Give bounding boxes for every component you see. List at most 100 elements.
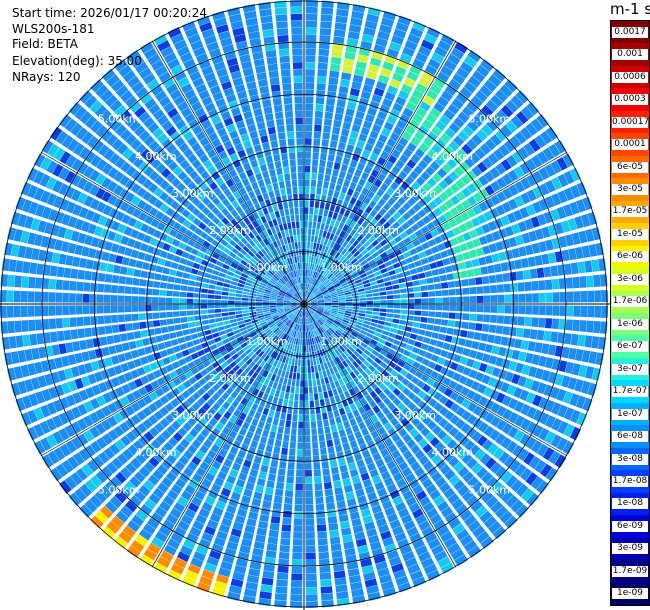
range-gate-cell <box>501 395 512 407</box>
range-gate-cell <box>308 379 313 387</box>
range-gate-cell <box>382 256 390 263</box>
range-gate-cell <box>191 439 202 449</box>
range-gate-cell <box>380 300 387 304</box>
range-gate-cell <box>203 373 213 382</box>
range-gate-cell <box>353 117 363 126</box>
range-gate-cell <box>110 284 119 294</box>
range-gate-cell <box>549 208 560 222</box>
range-gate-cell <box>120 362 130 373</box>
range-gate-cell <box>315 496 324 505</box>
range-gate-cell <box>526 101 540 116</box>
range-gate-cell <box>315 357 320 365</box>
range-gate-cell <box>417 400 427 410</box>
range-gate-cell <box>21 320 29 332</box>
range-gate-cell <box>329 417 336 426</box>
range-gate-cell <box>440 349 449 358</box>
range-gate-cell <box>454 215 464 225</box>
range-gate-cell <box>417 411 427 421</box>
range-gate-cell <box>505 100 519 113</box>
range-gate-cell <box>343 315 351 319</box>
range-gate-cell <box>484 184 495 196</box>
range-gate-cell <box>456 234 465 244</box>
range-gate-cell <box>243 437 252 446</box>
range-gate-cell <box>399 231 408 240</box>
range-gate-cell <box>435 120 447 132</box>
range-gate-cell <box>359 273 367 279</box>
range-gate-cell <box>253 455 262 464</box>
range-gate-cell <box>433 519 446 531</box>
range-gate-cell <box>186 304 194 310</box>
range-gate-cell <box>290 301 297 304</box>
range-gate-cell <box>479 143 491 155</box>
range-gate-cell <box>262 370 269 378</box>
range-gate-cell <box>111 324 120 334</box>
range-gate-cell <box>309 352 313 359</box>
range-gate-cell <box>299 317 302 325</box>
range-gate-cell <box>304 255 307 263</box>
range-gate-cell <box>295 483 303 491</box>
range-gate-cell <box>166 453 177 465</box>
range-gate-cell <box>349 220 357 229</box>
range-gate-cell <box>317 298 325 301</box>
range-gate-cell <box>332 358 339 366</box>
range-gate-cell <box>449 414 460 425</box>
range-gate-cell <box>532 394 543 407</box>
range-gate-cell <box>250 290 257 294</box>
range-gate-cell <box>283 301 290 304</box>
range-gate-cell <box>426 89 439 101</box>
range-gate-cell <box>361 564 374 574</box>
range-gate-cell <box>366 307 373 311</box>
range-gate-cell <box>304 207 309 214</box>
range-gate-cell <box>545 180 556 193</box>
range-gate-cell <box>369 541 382 551</box>
range-gate-cell <box>514 234 524 246</box>
range-gate-cell <box>330 218 336 227</box>
range-gate-cell <box>318 544 329 553</box>
range-gate-cell <box>269 300 277 303</box>
range-gate-cell <box>371 318 379 324</box>
range-gate-cell <box>250 316 258 321</box>
range-gate-cell <box>40 404 51 418</box>
range-gate-cell <box>466 208 476 219</box>
range-gate-cell <box>267 473 276 482</box>
range-gate-cell <box>299 387 304 394</box>
range-gate-cell <box>249 309 256 313</box>
range-gate-cell <box>309 316 314 323</box>
range-gate-cell <box>214 438 224 448</box>
range-gate-cell <box>351 175 360 184</box>
range-gate-cell <box>310 414 316 422</box>
range-gate-cell <box>437 556 451 568</box>
range-gate-cell <box>285 319 291 326</box>
range-gate-cell <box>313 214 318 222</box>
range-gate-cell <box>475 505 488 518</box>
range-gate-cell <box>316 222 321 230</box>
range-gate-cell <box>309 308 316 313</box>
range-gate-cell <box>439 464 451 475</box>
range-gate-cell <box>401 131 413 141</box>
range-gate-cell <box>61 382 71 395</box>
range-gate-cell <box>256 405 264 414</box>
range-gate-cell <box>387 402 396 411</box>
range-gate-cell <box>130 457 142 470</box>
range-gate-cell <box>310 242 314 250</box>
range-gate-cell <box>389 466 400 476</box>
range-gate-cell <box>383 121 394 131</box>
range-gate-cell <box>350 581 363 591</box>
range-gate-cell <box>40 235 50 248</box>
range-gate-cell <box>309 393 314 401</box>
range-gate-cell <box>125 418 136 429</box>
range-gate-cell <box>29 333 38 346</box>
range-gate-cell <box>214 290 222 295</box>
range-gate-cell <box>406 242 415 250</box>
range-gate-cell <box>331 278 338 284</box>
range-gate-cell <box>229 446 239 456</box>
range-gate-cell <box>268 332 275 338</box>
range-gate-cell <box>131 514 145 527</box>
range-gate-cell <box>364 456 374 465</box>
range-gate-cell <box>144 346 153 355</box>
range-gate-cell <box>142 406 153 417</box>
range-gate-cell <box>442 304 450 311</box>
range-gate-cell <box>310 306 318 309</box>
range-gate-cell <box>317 307 325 310</box>
range-gate-cell <box>363 165 373 175</box>
